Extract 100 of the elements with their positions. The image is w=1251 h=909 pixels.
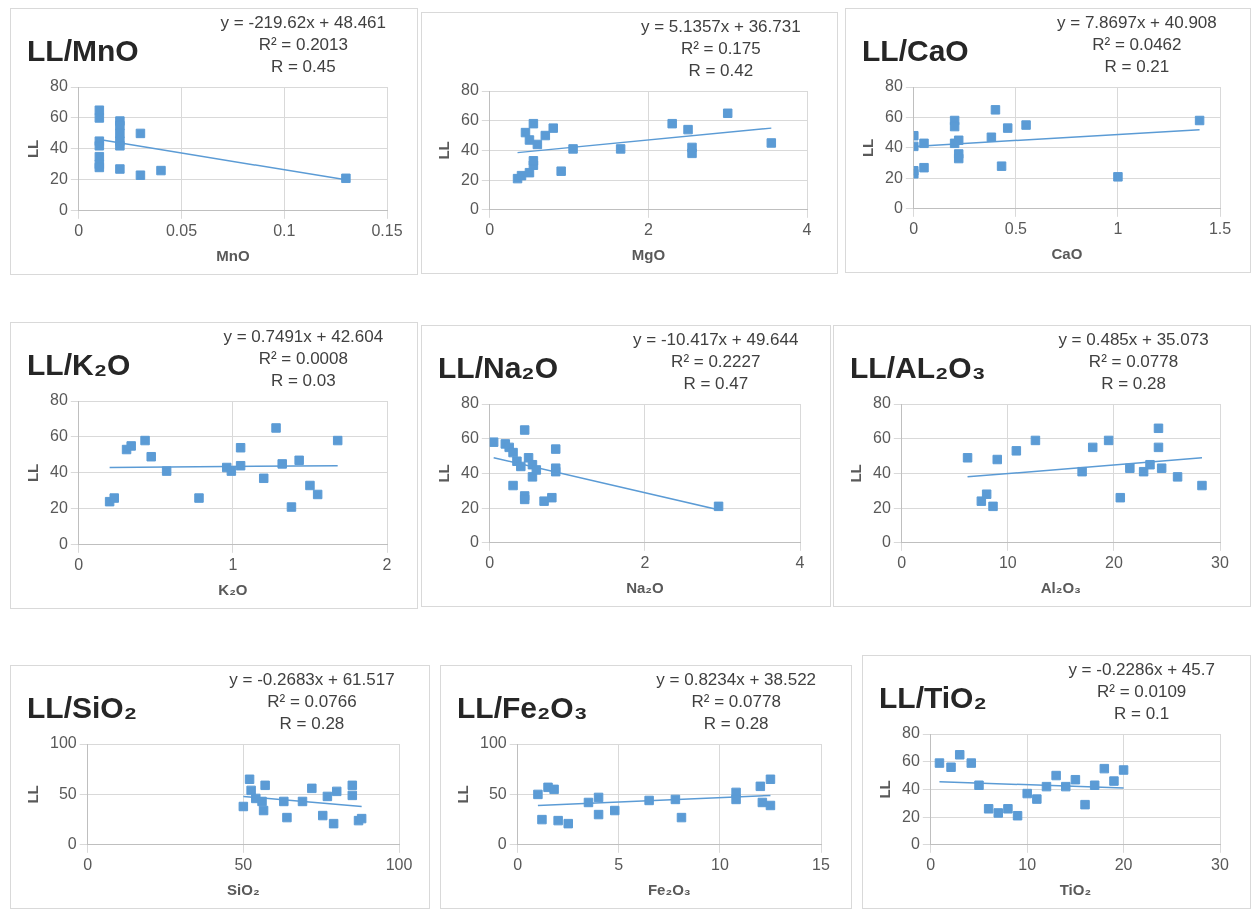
y-tick-label: 60 [873,429,891,447]
x-tick-label: 10 [1018,855,1037,873]
y-tick-label: 0 [469,200,479,218]
text: R = 0.28 [1101,374,1166,394]
x-axis-title: Al₂O₃ [1040,579,1082,597]
y-tick-label: 20 [50,499,68,517]
text: R = 0.28 [703,714,769,734]
y-tick-label: 20 [50,170,68,188]
y-tick-label: 40 [50,463,68,481]
y-tick-label: 0 [910,835,920,853]
x-tick-label: 4 [802,220,812,238]
x-axis-title: CaO [1051,245,1083,263]
chart-title: LL/Fe₂O₃ [457,691,588,724]
y-tick-label: 0 [497,835,507,853]
y-axis-title: LL [454,785,472,804]
x-tick-label: 0.15 [371,221,403,239]
y-tick-label: 60 [902,752,920,770]
chart-title: LL/CaO [862,34,969,67]
y-axis-title: LL [859,138,877,158]
text: R² = 0.0109 [1096,682,1187,702]
x-tick-label: 1 [228,555,238,573]
y-tick-label: 60 [50,427,68,445]
chart-title: LL/SiO₂ [27,691,137,724]
y-tick-label: 100 [479,734,507,752]
x-tick-label: 20 [1114,855,1133,873]
x-tick-label: 20 [1105,553,1123,571]
y-tick-label: 40 [50,139,68,157]
x-tick-label: 10 [711,855,729,873]
x-tick-label: 4 [795,553,805,571]
y-tick-label: 80 [461,394,479,412]
y-tick-label: 0 [58,201,68,219]
y-tick-label: 40 [902,779,920,797]
text: y = 0.7491x + 42.604 [223,327,384,347]
text: y = -0.2683x + 61.517 [229,670,395,690]
text: y = 0.485x + 35.073 [1058,330,1209,350]
text: y = -10.417x + 49.644 [633,330,799,350]
y-tick-label: 20 [461,498,479,516]
chart-title: LL/TiO₂ [879,681,987,714]
text: y = 0.8234x + 38.522 [656,670,817,690]
text: R = 0.21 [1104,57,1170,77]
text: R = 0.1 [1113,704,1170,724]
y-tick-label: 80 [461,81,479,99]
y-axis-title: LL [435,464,453,483]
y-tick-label: 40 [461,140,479,158]
y-tick-label: 20 [461,170,479,188]
x-tick-label: 0.05 [165,221,198,239]
y-tick-label: 40 [885,138,903,156]
y-tick-label: 60 [461,429,479,447]
y-tick-label: 0 [67,835,77,853]
y-axis-title: LL [876,780,894,799]
text: R² = 0.0766 [267,692,357,712]
y-tick-label: 80 [873,394,891,412]
text: R = 0.03 [270,371,336,391]
text: R² = 0.0462 [1092,35,1182,55]
y-tick-label: 20 [902,807,920,825]
x-tick-label: 5 [614,855,624,873]
x-tick-label: 2 [640,553,650,571]
x-axis-title: Na₂O [626,579,664,597]
text: y = 7.8697x + 40.908 [1057,13,1217,33]
y-tick-label: 0 [881,533,891,551]
text: R = 0.28 [279,714,345,734]
y-axis-title: LL [847,464,865,483]
chart-title: LL/Na₂O [438,351,558,384]
x-tick-label: 0 [926,855,936,873]
y-axis-title: LL [24,785,42,804]
chart-title: LL/K₂O [27,348,131,381]
y-axis-title: LL [24,139,42,159]
text: R² = 0.2227 [671,352,761,372]
x-tick-label: 1.5 [1208,219,1232,237]
text: R² = 0.0778 [1088,352,1179,372]
x-tick-label: 100 [385,855,413,873]
x-tick-label: 15 [812,855,830,873]
y-axis-title: LL [435,141,453,160]
x-tick-label: 10 [998,553,1017,571]
x-tick-label: 0.1 [273,221,296,239]
text: y = -219.62x + 48.461 [220,13,387,33]
x-axis-title: Fe₂O₃ [647,881,691,899]
x-tick-label: 2 [643,220,653,238]
y-tick-label: 50 [58,784,77,802]
y-tick-label: 60 [461,111,479,129]
y-tick-label: 0 [893,199,903,217]
x-axis-title: TiO₂ [1059,881,1092,899]
y-tick-label: 80 [902,724,920,742]
x-axis-title: K₂O [218,581,248,599]
x-axis-title: MgO [631,246,666,264]
y-tick-label: 50 [488,784,507,802]
text: R = 0.42 [688,61,754,81]
x-tick-label: 0 [83,855,93,873]
y-tick-label: 100 [49,734,77,752]
y-tick-label: 60 [50,108,68,126]
y-tick-label: 80 [50,77,68,95]
x-tick-label: 50 [234,855,253,873]
text: R² = 0.0778 [691,692,781,712]
y-tick-label: 20 [885,168,903,186]
x-tick-label: 1 [1113,219,1123,237]
text: R² = 0.175 [680,39,761,59]
text: R = 0.47 [683,374,749,394]
x-tick-label: 2 [382,555,392,573]
y-tick-label: 20 [873,498,891,516]
y-tick-label: 0 [58,535,68,553]
